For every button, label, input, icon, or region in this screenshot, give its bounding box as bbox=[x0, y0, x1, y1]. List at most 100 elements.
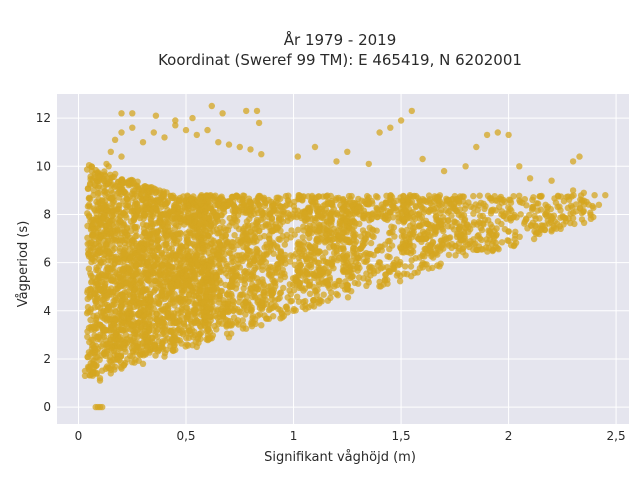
scatter-point bbox=[407, 263, 415, 270]
scatter-point bbox=[409, 220, 417, 227]
scatter-point bbox=[554, 220, 561, 227]
scatter-point bbox=[505, 237, 512, 245]
scatter-point bbox=[306, 244, 313, 251]
scatter-point bbox=[348, 215, 356, 222]
scatter-point bbox=[175, 223, 182, 230]
scatter-point bbox=[474, 206, 481, 214]
scatter-point bbox=[266, 235, 273, 243]
scatter-point bbox=[154, 256, 161, 263]
scatter-point bbox=[189, 295, 196, 302]
scatter-point bbox=[105, 222, 113, 229]
scatter-point bbox=[462, 163, 469, 170]
scatter-point bbox=[323, 231, 330, 238]
scatter-point bbox=[351, 249, 358, 257]
scatter-point bbox=[352, 258, 360, 266]
scatter-point bbox=[505, 228, 512, 235]
scatter-point bbox=[219, 320, 226, 327]
scatter-point bbox=[256, 304, 264, 312]
scatter-point bbox=[388, 223, 395, 230]
scatter-point bbox=[136, 309, 143, 316]
scatter-point bbox=[150, 342, 158, 349]
scatter-point bbox=[178, 243, 185, 250]
scatter-point bbox=[286, 281, 293, 288]
scatter-point bbox=[505, 131, 512, 139]
scatter-point bbox=[336, 196, 343, 204]
x-tick-label: 0,5 bbox=[176, 429, 195, 443]
scatter-point bbox=[85, 246, 92, 254]
scatter-point bbox=[128, 359, 136, 366]
scatter-point bbox=[311, 143, 319, 151]
scatter-point bbox=[304, 224, 311, 232]
scatter-point bbox=[493, 225, 500, 232]
scatter-point bbox=[314, 286, 321, 294]
scatter-point bbox=[526, 175, 534, 182]
scatter-point bbox=[100, 184, 107, 191]
scatter-point bbox=[267, 263, 274, 271]
scatter-point bbox=[153, 207, 160, 214]
scatter-point bbox=[401, 232, 408, 239]
scatter-point bbox=[120, 274, 127, 282]
scatter-point bbox=[310, 270, 317, 278]
scatter-point bbox=[388, 242, 396, 249]
scatter-point bbox=[85, 265, 93, 272]
scatter-point bbox=[125, 320, 132, 327]
scatter-point bbox=[239, 317, 246, 324]
scatter-point bbox=[84, 234, 91, 241]
scatter-point bbox=[159, 287, 167, 294]
scatter-point bbox=[233, 319, 240, 326]
scatter-point bbox=[97, 304, 104, 311]
y-tick-label: 0 bbox=[43, 400, 51, 414]
scatter-point bbox=[106, 272, 113, 279]
scatter-point bbox=[436, 263, 443, 270]
scatter-point bbox=[220, 256, 228, 264]
scatter-point bbox=[451, 219, 458, 226]
scatter-point bbox=[301, 271, 309, 278]
scatter-point bbox=[473, 143, 480, 151]
scatter-point bbox=[485, 217, 492, 224]
scatter-point bbox=[159, 338, 166, 345]
scatter-point bbox=[425, 192, 433, 199]
scatter-point bbox=[139, 233, 146, 240]
scatter-point bbox=[193, 199, 200, 206]
scatter-point bbox=[467, 238, 474, 245]
scatter-point bbox=[86, 240, 93, 247]
scatter-point bbox=[96, 356, 103, 364]
scatter-point bbox=[88, 279, 95, 286]
scatter-point bbox=[341, 235, 348, 243]
scatter-point bbox=[132, 326, 140, 333]
scatter-point bbox=[183, 230, 190, 237]
scatter-point bbox=[134, 343, 142, 350]
scatter-point bbox=[310, 303, 318, 310]
scatter-point bbox=[168, 337, 176, 344]
scatter-point bbox=[185, 291, 192, 298]
scatter-point bbox=[299, 234, 306, 241]
scatter-point bbox=[228, 259, 235, 266]
scatter-point bbox=[113, 207, 121, 214]
scatter-point bbox=[578, 209, 585, 217]
scatter-point bbox=[501, 198, 509, 206]
scatter-point bbox=[163, 200, 170, 207]
scatter-point bbox=[139, 340, 146, 347]
scatter-point bbox=[151, 277, 158, 284]
scatter-point bbox=[81, 372, 89, 379]
scatter-point bbox=[213, 274, 220, 281]
scatter-point bbox=[336, 254, 343, 262]
scatter-point bbox=[255, 278, 262, 286]
scatter-point bbox=[129, 177, 136, 184]
scatter-point bbox=[143, 205, 151, 213]
scatter-point bbox=[129, 110, 136, 117]
scatter-point bbox=[242, 325, 250, 332]
scatter-point bbox=[215, 139, 222, 146]
scatter-point bbox=[474, 246, 482, 254]
scatter-point bbox=[113, 270, 121, 277]
scatter-point bbox=[136, 248, 143, 256]
scatter-point bbox=[452, 252, 459, 259]
scatter-point bbox=[331, 283, 338, 290]
scatter-point bbox=[258, 151, 265, 158]
scatter-point bbox=[96, 262, 103, 270]
y-axis-title: Vågperiod (s) bbox=[16, 221, 31, 308]
scatter-point bbox=[551, 195, 558, 202]
scatter-point bbox=[182, 126, 190, 134]
scatter-point bbox=[128, 240, 135, 247]
scatter-point bbox=[223, 305, 230, 312]
